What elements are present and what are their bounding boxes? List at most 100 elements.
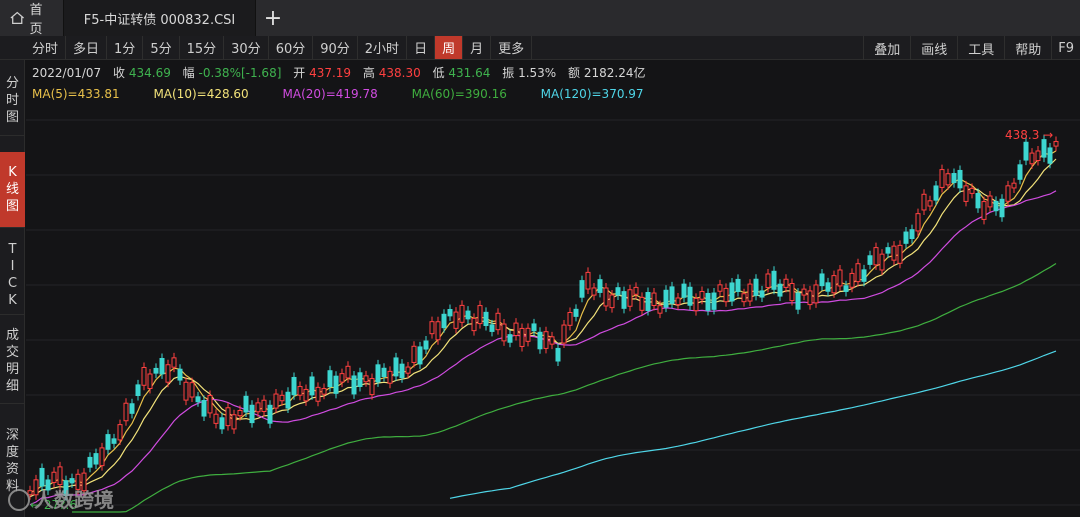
- tool-label: 帮助: [1015, 42, 1042, 58]
- candlesticks: [27, 134, 1059, 501]
- period-label: 周: [442, 42, 456, 57]
- candle: [1053, 136, 1059, 152]
- candle: [285, 387, 291, 414]
- period-button[interactable]: 1分: [107, 36, 144, 59]
- candle: [123, 398, 129, 426]
- candle: [957, 165, 963, 193]
- candle: [927, 195, 933, 212]
- period-button[interactable]: 5分: [143, 36, 180, 59]
- period-button[interactable]: 月: [463, 36, 492, 59]
- candle: [87, 452, 93, 473]
- draw-line-button[interactable]: 画线: [910, 36, 957, 60]
- candle: [741, 288, 747, 307]
- candle: [393, 352, 399, 381]
- candle: [147, 368, 153, 394]
- candle: [1029, 148, 1035, 169]
- candle: [141, 362, 147, 391]
- candle: [711, 288, 717, 315]
- tools-button[interactable]: 工具: [957, 36, 1004, 60]
- candle: [891, 241, 897, 266]
- candle: [267, 400, 273, 429]
- candle: [309, 371, 315, 400]
- tab-home[interactable]: 首页: [0, 0, 64, 37]
- candle: [165, 359, 171, 388]
- quote-date: 2022/01/07: [32, 66, 102, 80]
- candle: [507, 329, 513, 348]
- candle: [723, 283, 729, 307]
- candle: [105, 429, 111, 455]
- candle: [861, 264, 867, 287]
- candle: [561, 320, 567, 349]
- candle: [1035, 146, 1041, 166]
- candle: [609, 289, 615, 313]
- candle: [357, 367, 363, 392]
- candle: [429, 316, 435, 339]
- candle: [447, 304, 453, 321]
- tool-label: 画线: [921, 42, 948, 58]
- candle: [81, 468, 87, 496]
- kline-chart[interactable]: [26, 60, 1080, 517]
- candle: [657, 300, 663, 319]
- period-button[interactable]: 60分: [269, 36, 314, 59]
- tab-instrument-label: F5-中证转债 000832.CSI: [83, 12, 236, 28]
- period-button[interactable]: 90分: [313, 36, 358, 59]
- period-label: 5分: [150, 42, 172, 57]
- candle: [993, 196, 999, 216]
- more-button[interactable]: 更多: [491, 36, 533, 59]
- period-button[interactable]: 15分: [180, 36, 225, 59]
- candle: [681, 279, 687, 303]
- help-button[interactable]: 帮助: [1004, 36, 1051, 60]
- period-button[interactable]: 30分: [224, 36, 269, 59]
- open-value: 437.19: [309, 66, 352, 80]
- period-button[interactable]: 2小时: [358, 36, 408, 59]
- candle: [969, 183, 975, 199]
- candle: [717, 279, 723, 297]
- candle: [747, 279, 753, 307]
- period-button-active[interactable]: 周: [435, 36, 464, 59]
- candle: [237, 405, 243, 421]
- candle: [327, 365, 333, 392]
- candle: [543, 326, 549, 354]
- close-label: 收: [113, 66, 126, 80]
- candle: [687, 282, 693, 311]
- candle: [153, 363, 159, 379]
- add-tab-button[interactable]: +: [256, 0, 290, 36]
- moving-average-lines: [29, 150, 1057, 513]
- candle: [129, 398, 135, 419]
- tool-label: 工具: [968, 42, 995, 58]
- side-tab-depth[interactable]: 深度资料: [5, 428, 19, 494]
- high-value: 438.30: [378, 66, 421, 80]
- candle: [867, 250, 873, 270]
- candle: [645, 287, 651, 316]
- candle: [603, 282, 609, 311]
- period-button[interactable]: 日: [407, 36, 436, 59]
- candle: [261, 395, 267, 417]
- candle: [945, 168, 951, 190]
- low-label: 低: [432, 66, 445, 80]
- candle: [171, 352, 177, 373]
- tab-instrument[interactable]: F5-中证转债 000832.CSI: [64, 0, 256, 36]
- candle: [759, 285, 765, 303]
- candle: [585, 267, 591, 295]
- side-tab-timeshare[interactable]: 分时图: [0, 66, 25, 136]
- period-button[interactable]: 多日: [66, 36, 108, 59]
- candle: [777, 279, 783, 302]
- amplitude-value: 1.53%: [518, 66, 557, 80]
- period-label: 更多: [498, 42, 525, 57]
- period-label: 多日: [73, 42, 100, 57]
- high-label: 高: [362, 66, 375, 80]
- candle: [159, 353, 165, 379]
- overlay-button[interactable]: 叠加: [863, 36, 910, 60]
- candle: [855, 258, 861, 287]
- ma10-line: [29, 158, 1057, 498]
- side-tab-trade-detail[interactable]: 成交明细: [0, 318, 25, 404]
- ma20-line: [29, 190, 1057, 506]
- low-marker: ← 27?.6: [30, 498, 77, 512]
- candle: [519, 323, 525, 352]
- period-button[interactable]: 分时: [0, 36, 67, 59]
- ma60-line: [72, 262, 1057, 513]
- f9-button[interactable]: F9: [1051, 36, 1080, 60]
- candle: [423, 336, 429, 355]
